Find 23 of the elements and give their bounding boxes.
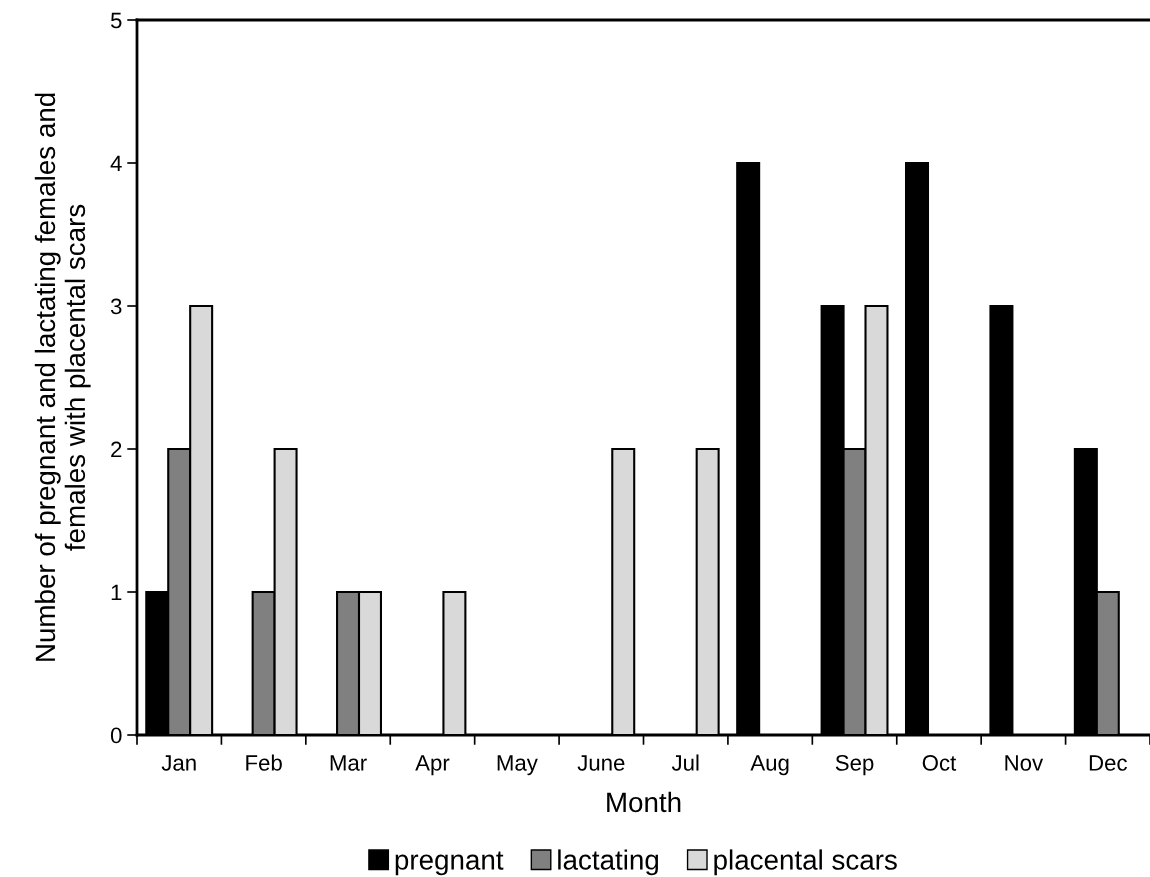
y-axis-title: Number of pregnant and lactating females and females with placental scars (34, 93, 91, 661)
x-tick-label: Jul (671, 754, 699, 771)
x-tick-label: May (497, 755, 538, 776)
x-tick-label: Mar (330, 755, 367, 771)
y-tick-label: 3 (110, 298, 122, 315)
legend-label: placental scars (714, 849, 897, 876)
x-tick-label: Nov (1005, 755, 1044, 771)
x-tick-label: June (577, 755, 625, 771)
x-tick-label: Aug (750, 755, 789, 776)
y-tick-label: 0 (110, 727, 122, 744)
x-tick-label: Jan (161, 755, 196, 771)
legend-label: pregnant (395, 851, 504, 876)
legend-label: lactating (558, 849, 659, 876)
y-tick-label: 2 (111, 441, 122, 458)
x-tick-label: Feb (246, 754, 282, 771)
x-tick-label: Apr (415, 755, 450, 776)
x-axis-title: Month (607, 791, 681, 813)
x-tick-label: Sep (835, 755, 874, 776)
x-tick-label: Oct (922, 755, 957, 771)
x-tick-label: Dec (1089, 755, 1127, 771)
y-tick-label: 5 (110, 12, 122, 29)
y-tick-label: 1 (111, 584, 122, 601)
y-tick-label: 4 (110, 155, 122, 172)
